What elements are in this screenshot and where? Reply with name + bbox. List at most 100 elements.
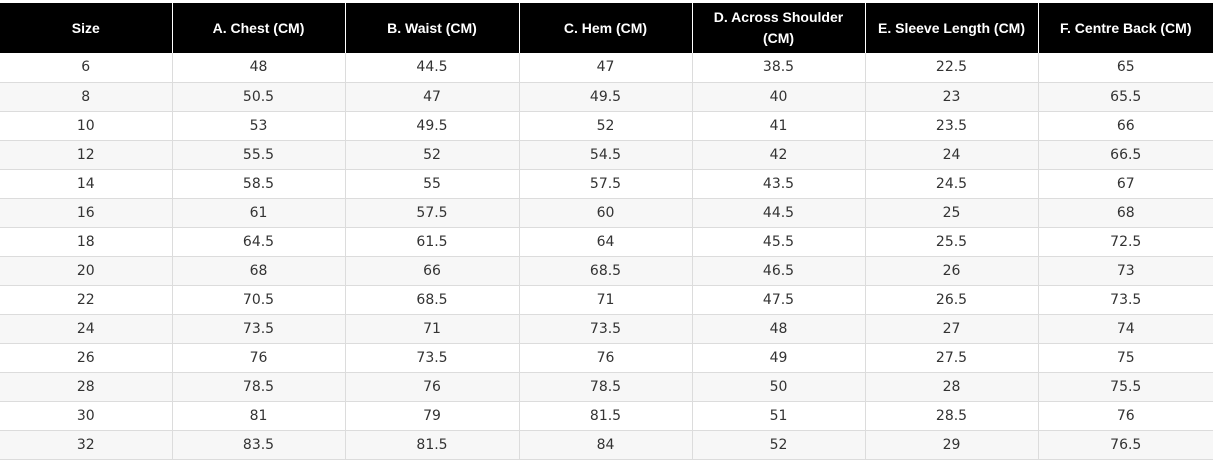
chest-cell: 50.5 — [172, 82, 346, 112]
size-cell: 10 — [0, 111, 173, 141]
across-shoulder-cell: 38.5 — [692, 53, 866, 83]
header-sleeve-length: E. Sleeve Length (CM) — [865, 3, 1039, 53]
header-waist: B. Waist (CM) — [345, 3, 520, 53]
across-shoulder-cell: 48 — [692, 314, 866, 344]
size-cell: 30 — [0, 401, 173, 431]
sleeve-length-cell: 26 — [865, 256, 1039, 286]
hem-cell: 60 — [519, 198, 693, 228]
size-cell: 8 — [0, 82, 173, 112]
hem-cell: 49.5 — [519, 82, 693, 112]
chest-cell: 53 — [172, 111, 346, 141]
across-shoulder-cell: 42 — [692, 140, 866, 170]
header-row: Size A. Chest (CM) B. Waist (CM) C. Hem … — [0, 3, 1213, 53]
waist-cell: 71 — [345, 314, 520, 344]
chest-cell: 58.5 — [172, 169, 346, 199]
size-cell: 26 — [0, 343, 173, 373]
table-row: 24 73.5 71 73.5 48 27 74 — [0, 314, 1213, 344]
size-cell: 32 — [0, 430, 173, 460]
across-shoulder-cell: 45.5 — [692, 227, 866, 257]
hem-cell: 64 — [519, 227, 693, 257]
size-cell: 6 — [0, 53, 173, 83]
sleeve-length-cell: 23 — [865, 82, 1039, 112]
sleeve-length-cell: 24 — [865, 140, 1039, 170]
table-row: 32 83.5 81.5 84 52 29 76.5 — [0, 430, 1213, 460]
centre-back-cell: 66.5 — [1038, 140, 1213, 170]
waist-cell: 79 — [345, 401, 520, 431]
across-shoulder-cell: 50 — [692, 372, 866, 402]
table-row: 10 53 49.5 52 41 23.5 66 — [0, 111, 1213, 141]
hem-cell: 73.5 — [519, 314, 693, 344]
sleeve-length-cell: 25.5 — [865, 227, 1039, 257]
sleeve-length-cell: 28 — [865, 372, 1039, 402]
centre-back-cell: 65 — [1038, 53, 1213, 83]
hem-cell: 78.5 — [519, 372, 693, 402]
centre-back-cell: 65.5 — [1038, 82, 1213, 112]
hem-cell: 84 — [519, 430, 693, 460]
chest-cell: 73.5 — [172, 314, 346, 344]
table-row: 28 78.5 76 78.5 50 28 75.5 — [0, 372, 1213, 402]
sleeve-length-cell: 27.5 — [865, 343, 1039, 373]
chest-cell: 76 — [172, 343, 346, 373]
sleeve-length-cell: 27 — [865, 314, 1039, 344]
waist-cell: 49.5 — [345, 111, 520, 141]
size-cell: 14 — [0, 169, 173, 199]
hem-cell: 68.5 — [519, 256, 693, 286]
across-shoulder-cell: 41 — [692, 111, 866, 141]
table-row: 16 61 57.5 60 44.5 25 68 — [0, 198, 1213, 228]
waist-cell: 44.5 — [345, 53, 520, 83]
hem-cell: 54.5 — [519, 140, 693, 170]
waist-cell: 55 — [345, 169, 520, 199]
across-shoulder-cell: 51 — [692, 401, 866, 431]
table-row: 26 76 73.5 76 49 27.5 75 — [0, 343, 1213, 373]
header-chest: A. Chest (CM) — [172, 3, 346, 53]
sleeve-length-cell: 22.5 — [865, 53, 1039, 83]
chest-cell: 78.5 — [172, 372, 346, 402]
sleeve-length-cell: 26.5 — [865, 285, 1039, 315]
centre-back-cell: 72.5 — [1038, 227, 1213, 257]
across-shoulder-cell: 44.5 — [692, 198, 866, 228]
hem-cell: 47 — [519, 53, 693, 83]
size-cell: 28 — [0, 372, 173, 402]
hem-cell: 76 — [519, 343, 693, 373]
sleeve-length-cell: 28.5 — [865, 401, 1039, 431]
waist-cell: 73.5 — [345, 343, 520, 373]
hem-cell: 52 — [519, 111, 693, 141]
table-body: 6 48 44.5 47 38.5 22.5 65 8 50.5 47 49.5 40 23 65.5 10… — [0, 53, 1213, 460]
sleeve-length-cell: 23.5 — [865, 111, 1039, 141]
table-row: 12 55.5 52 54.5 42 24 66.5 — [0, 140, 1213, 170]
waist-cell: 52 — [345, 140, 520, 170]
chest-cell: 70.5 — [172, 285, 346, 315]
centre-back-cell: 75.5 — [1038, 372, 1213, 402]
across-shoulder-cell: 43.5 — [692, 169, 866, 199]
hem-cell: 57.5 — [519, 169, 693, 199]
waist-cell: 66 — [345, 256, 520, 286]
chest-cell: 83.5 — [172, 430, 346, 460]
centre-back-cell: 73 — [1038, 256, 1213, 286]
header-size: Size — [0, 3, 173, 53]
table-row: 14 58.5 55 57.5 43.5 24.5 67 — [0, 169, 1213, 199]
size-chart-table: Size A. Chest (CM) B. Waist (CM) C. Hem … — [0, 3, 1213, 460]
across-shoulder-cell: 47.5 — [692, 285, 866, 315]
chest-cell: 55.5 — [172, 140, 346, 170]
size-cell: 12 — [0, 140, 173, 170]
header-hem: C. Hem (CM) — [519, 3, 693, 53]
waist-cell: 57.5 — [345, 198, 520, 228]
chest-cell: 61 — [172, 198, 346, 228]
size-cell: 20 — [0, 256, 173, 286]
hem-cell: 71 — [519, 285, 693, 315]
table-row: 8 50.5 47 49.5 40 23 65.5 — [0, 82, 1213, 112]
size-cell: 22 — [0, 285, 173, 315]
centre-back-cell: 76 — [1038, 401, 1213, 431]
size-cell: 18 — [0, 227, 173, 257]
across-shoulder-cell: 49 — [692, 343, 866, 373]
table-header: Size A. Chest (CM) B. Waist (CM) C. Hem … — [0, 3, 1213, 53]
header-centre-back: F. Centre Back (CM) — [1038, 3, 1213, 53]
header-across-shoulder: D. Across Shoulder (CM) — [692, 3, 866, 53]
centre-back-cell: 68 — [1038, 198, 1213, 228]
chest-cell: 64.5 — [172, 227, 346, 257]
size-cell: 24 — [0, 314, 173, 344]
centre-back-cell: 75 — [1038, 343, 1213, 373]
centre-back-cell: 73.5 — [1038, 285, 1213, 315]
waist-cell: 47 — [345, 82, 520, 112]
chest-cell: 48 — [172, 53, 346, 83]
